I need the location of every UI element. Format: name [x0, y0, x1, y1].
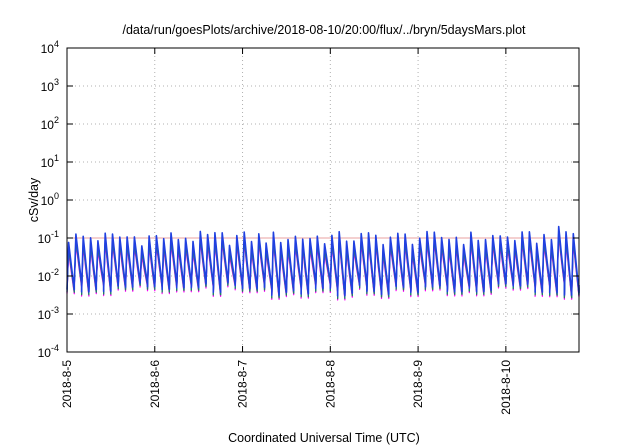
x-tick-label: 2018-8-10: [499, 360, 513, 415]
y-tick-label: 103: [41, 77, 59, 94]
y-tick-label: 102: [41, 115, 59, 132]
y-tick-label: 100: [41, 191, 59, 208]
plot-series: [66, 225, 580, 301]
y-tick-label: 10-2: [38, 267, 59, 284]
series-line: [66, 225, 580, 297]
y-tick-label: 10-4: [38, 343, 59, 360]
y-tick-label: 101: [41, 153, 59, 170]
x-tick-label: 2018-8-7: [236, 360, 250, 408]
y-tick-label: 10-3: [38, 305, 59, 322]
y-axis-label: cSv/day: [27, 177, 41, 222]
x-tick-label: 2018-8-5: [60, 360, 74, 408]
y-tick-label: 104: [41, 39, 59, 56]
x-axis-ticks: 2018-8-5 2018-8-6 2018-8-7 2018-8-8 2018-8-9…: [60, 48, 513, 415]
x-tick-label: 2018-8-8: [323, 360, 337, 408]
y-axis-ticks: 10-4 10-3 10-2 10-1 100 101 102 103 104: [38, 39, 579, 360]
chart-title: /data/run/goesPlots/archive/2018-08-10/2…: [122, 23, 526, 37]
grid-lines: [67, 48, 579, 352]
x-tick-label: 2018-8-9: [411, 360, 425, 408]
x-axis-label: Coordinated Universal Time (UTC): [228, 431, 420, 445]
x-tick-label: 2018-8-6: [148, 360, 162, 408]
y-tick-label: 10-1: [38, 229, 59, 246]
